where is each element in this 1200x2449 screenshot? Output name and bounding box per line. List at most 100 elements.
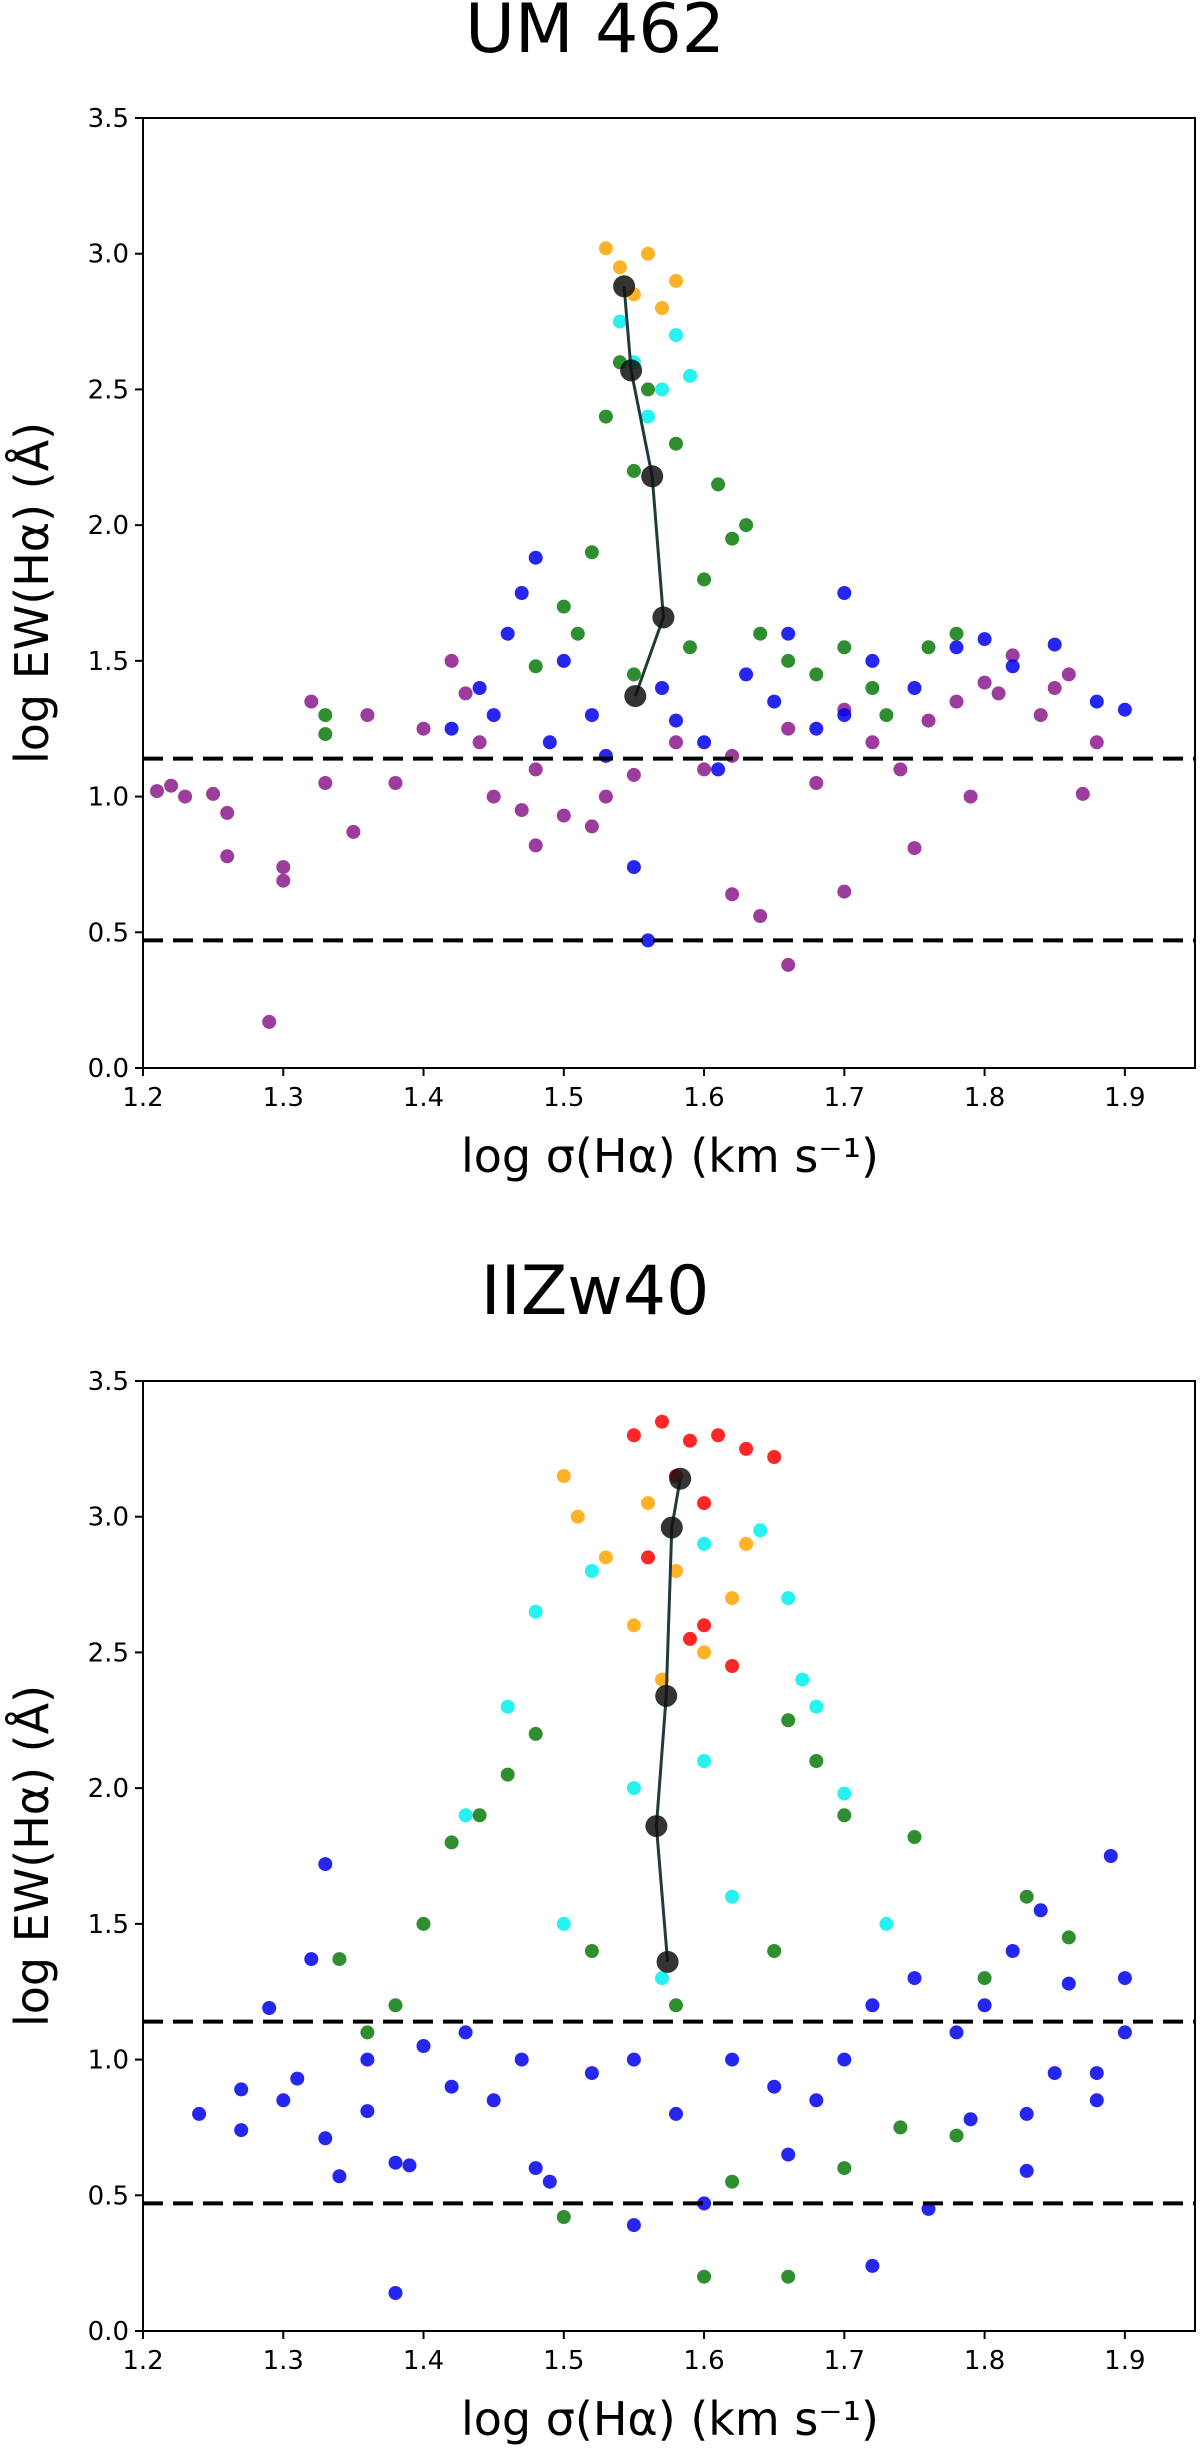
scatter-point-purple <box>444 653 459 668</box>
scatter-point-green <box>711 477 726 492</box>
scatter-point-purple <box>304 694 319 709</box>
scatter-point-blue <box>192 2106 207 2121</box>
scatter-point-green <box>949 2128 964 2143</box>
scatter-point-blue <box>865 2258 880 2273</box>
x-tick-label: 1.4 <box>403 2346 444 2376</box>
scatter-point-blue <box>963 2112 978 2127</box>
scatter-point-purple <box>276 873 291 888</box>
scatter-point-green <box>318 708 333 723</box>
x-axis-ticks: 1.2 1.3 1.4 1.5 1.6 1.7 1.8 1.9 <box>122 1068 1146 1113</box>
scatter-point-green <box>893 2120 908 2135</box>
scatter-point-green <box>725 2174 740 2189</box>
scatter-point-purple <box>388 776 403 790</box>
chart-um462: UM 462 1.2 1.3 1.4 1.5 1.6 1.7 1.8 1.9 0.0 0.5 1.… <box>5 0 1196 1183</box>
scatter-point-green <box>388 1998 403 2013</box>
scatter-point-purple <box>318 776 333 790</box>
scatter-point-blue <box>949 640 964 655</box>
scatter-point-purple <box>697 762 712 777</box>
scatter-point-purple <box>360 708 375 723</box>
x-tick-label: 1.7 <box>824 1083 865 1113</box>
median-line <box>622 286 665 697</box>
scatter-point-blue <box>641 933 655 948</box>
scatter-point-purple <box>809 776 824 790</box>
y-tick-label: 3.5 <box>88 104 129 134</box>
scatter-point-blue <box>907 681 922 695</box>
scatter-point-purple <box>598 789 613 804</box>
y-tick-label: 0.0 <box>88 1054 129 1084</box>
scatter-point-blue <box>1033 1903 1048 1918</box>
scatter-point-blue <box>514 586 529 600</box>
scatter-point-blue <box>809 2093 824 2108</box>
scatter-point-green <box>528 1726 543 1741</box>
scatter-point-purple <box>865 735 880 750</box>
scatter-point-blue <box>444 721 459 736</box>
scatter-marks <box>192 1414 1132 2300</box>
scatter-point-blue <box>837 708 852 723</box>
scatter-point-blue <box>276 2093 291 2108</box>
median-line <box>654 1478 682 1963</box>
scatter-point-red <box>641 1550 655 1565</box>
chart-title: IIZw40 <box>481 1252 710 1331</box>
scatter-point-blue <box>1019 2163 1034 2178</box>
x-tick-label: 1.4 <box>403 1083 444 1113</box>
scatter-point-purple <box>949 694 964 709</box>
y-axis-label: log EW(Hα) (Å) <box>5 422 59 764</box>
chart-iizw40: IIZw40 1.2 1.3 1.4 1.5 1.6 1.7 1.8 1.9 0.0 0.5 1.… <box>5 1252 1196 2446</box>
median-point <box>620 359 643 382</box>
scatter-point-purple <box>626 767 641 782</box>
scatter-point-purple <box>262 1014 277 1029</box>
scatter-point-blue <box>837 586 852 600</box>
scatter-point-green <box>781 653 796 668</box>
scatter-point-blue <box>1117 2025 1132 2040</box>
y-tick-label: 0.5 <box>88 918 129 948</box>
scatter-point-blue <box>669 713 683 728</box>
scatter-point-purple <box>150 784 164 799</box>
scatter-point-blue <box>781 626 796 641</box>
scatter-point-blue <box>697 735 712 750</box>
scatter-point-purple <box>276 860 291 875</box>
scatter-point-blue <box>809 721 824 736</box>
scatter-point-blue <box>626 2218 641 2233</box>
scatter-point-purple <box>781 721 796 736</box>
scatter-point-blue <box>528 550 543 565</box>
median-point <box>660 1516 683 1539</box>
scatter-point-red <box>697 1618 712 1633</box>
scatter-point-purple <box>725 748 740 763</box>
scatter-point-green <box>781 2269 796 2284</box>
scatter-point-cyan <box>626 1781 641 1796</box>
scatter-point-blue <box>739 667 754 682</box>
scatter-point-orange <box>655 301 669 315</box>
scatter-point-purple <box>206 786 221 801</box>
scatter-point-green <box>556 599 571 614</box>
scatter-point-blue <box>318 1857 333 1872</box>
scatter-point-blue <box>977 632 992 647</box>
median-track <box>613 275 675 708</box>
scatter-point-cyan <box>528 1604 543 1619</box>
scatter-point-green <box>809 667 824 682</box>
scatter-point-purple <box>528 762 543 777</box>
scatter-point-green <box>977 1971 992 1986</box>
scatter-point-blue <box>416 2039 431 2053</box>
scatter-point-cyan <box>556 1916 571 1931</box>
scatter-point-green <box>837 640 852 655</box>
scatter-point-green <box>907 1830 922 1844</box>
x-tick-label: 1.5 <box>543 1083 584 1113</box>
scatter-point-orange <box>641 1496 655 1511</box>
scatter-point-green <box>556 2210 571 2224</box>
scatter-point-cyan <box>809 1699 824 1714</box>
scatter-marks <box>150 241 1132 1029</box>
scatter-point-cyan <box>655 382 669 397</box>
scatter-point-green <box>753 626 768 641</box>
scatter-point-purple <box>416 721 431 736</box>
scatter-point-cyan <box>697 1536 712 1551</box>
x-tick-label: 1.9 <box>1104 2346 1145 2376</box>
scatter-point-blue <box>388 2155 403 2170</box>
y-tick-label: 2.5 <box>88 1638 129 1668</box>
scatter-point-purple <box>556 808 571 823</box>
scatter-point-purple <box>753 909 768 923</box>
scatter-point-purple <box>963 789 978 804</box>
scatter-point-blue <box>318 2131 333 2146</box>
scatter-point-green <box>528 659 543 674</box>
scatter-point-cyan <box>584 1564 599 1578</box>
y-tick-label: 3.5 <box>88 1367 129 1397</box>
